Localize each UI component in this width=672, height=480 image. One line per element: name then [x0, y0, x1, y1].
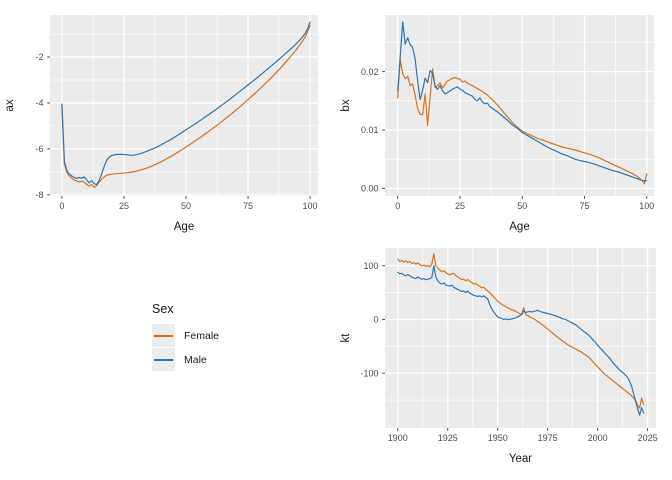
x-tick-label: 1900 — [388, 433, 408, 443]
legend-item-female: Female — [152, 324, 219, 347]
x-tick-label: 1975 — [538, 433, 558, 443]
series-line-male — [397, 265, 645, 416]
series-line-male — [61, 21, 311, 186]
y-axis-title: ax — [4, 99, 16, 111]
x-tick-label: 75 — [243, 201, 253, 211]
plot-panel — [50, 15, 318, 196]
x-axis-title: Year — [509, 453, 532, 465]
chart-kt-by-year: 1900 1925 1950 1975 2000 2025 -100 0 100 Year kt — [336, 240, 672, 480]
x-tick-label: 2000 — [588, 433, 608, 443]
chart-bx-by-age: 0 25 50 75 100 0.00 0.01 0.02 Age bx — [336, 0, 672, 245]
legend-key-female — [152, 324, 175, 347]
x-tick-label: 100 — [639, 201, 654, 211]
legend-key-male — [152, 348, 175, 371]
y-tick-label: -8 — [35, 190, 43, 200]
y-axis-title: bx — [340, 99, 352, 111]
x-tick-label: 0 — [395, 201, 400, 211]
x-tick-label: 100 — [303, 201, 318, 211]
series-line-female — [61, 24, 311, 189]
y-tick-label: 0 — [373, 315, 378, 325]
y-tick-label: 0.01 — [361, 125, 379, 135]
bx-plot-svg: 0 25 50 75 100 0.00 0.01 0.02 Age bx — [340, 15, 654, 233]
x-tick-label: 75 — [580, 201, 590, 211]
kt-plot-svg: 1900 1925 1950 1975 2000 2025 -100 0 100 Year kt — [340, 248, 658, 465]
y-tick-label: -4 — [35, 98, 43, 108]
chart-ax-by-age: 0 25 50 75 100 -8 -6 -4 -2 Age ax — [0, 0, 336, 245]
y-tick-label: 100 — [363, 261, 378, 271]
x-tick-label: 1925 — [438, 433, 458, 443]
x-axis-title: Age — [174, 221, 194, 233]
x-axis-title: Age — [509, 221, 529, 233]
series-line-male — [397, 21, 648, 182]
series-line-female — [397, 58, 648, 185]
x-tick-label: 50 — [517, 201, 527, 211]
y-tick-label: 0.00 — [361, 184, 379, 194]
series-line-female — [397, 253, 645, 409]
x-tick-label: 25 — [119, 201, 129, 211]
legend-label-female: Female — [184, 329, 220, 342]
y-tick-label: -2 — [35, 52, 43, 62]
x-tick-label: 25 — [455, 201, 465, 211]
x-tick-label: 0 — [59, 201, 64, 211]
x-tick-label: 1950 — [488, 433, 508, 443]
legend-title: Sex — [152, 302, 174, 316]
y-tick-label: 0.02 — [361, 67, 379, 77]
x-tick-label: 2025 — [638, 433, 658, 443]
y-tick-label: -100 — [360, 368, 378, 378]
legend-item-male: Male — [152, 348, 219, 371]
male-line-swatch — [154, 358, 173, 361]
female-line-swatch — [154, 334, 173, 337]
legend-label-male: Male — [184, 353, 207, 366]
y-axis-title: kt — [340, 333, 352, 343]
plot-panel — [385, 248, 656, 428]
legend-sex: Sex Female Male — [152, 301, 219, 372]
y-tick-label: -6 — [35, 144, 43, 154]
x-tick-label: 50 — [181, 201, 191, 211]
ax-plot-svg: 0 25 50 75 100 -8 -6 -4 -2 Age ax — [4, 15, 318, 233]
